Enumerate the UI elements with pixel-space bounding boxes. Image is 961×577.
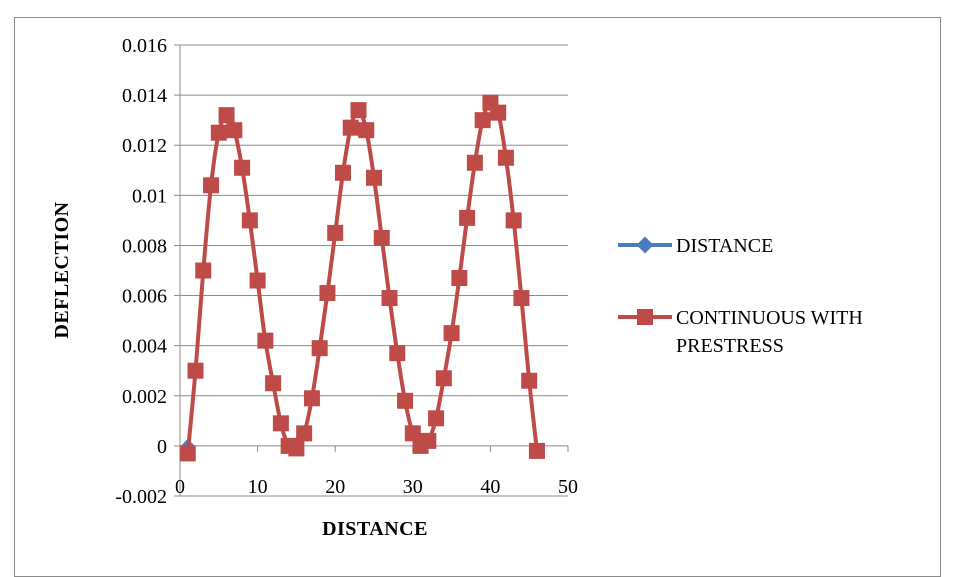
data-point-square bbox=[420, 432, 437, 449]
data-point-square bbox=[187, 362, 204, 379]
axes bbox=[179, 45, 569, 496]
data-point-square bbox=[435, 370, 452, 387]
legend-label-prestress-line1: CONTINUOUS WITH bbox=[676, 307, 863, 329]
data-point-square bbox=[327, 224, 344, 241]
x-tick-label: 20 bbox=[325, 476, 345, 498]
data-point-square bbox=[521, 372, 538, 389]
legend-label-prestress-line2: PRESTRESS bbox=[676, 335, 784, 357]
data-point-square bbox=[218, 107, 235, 124]
legend-marker-prestress bbox=[637, 309, 653, 325]
legend-item-distance: DISTANCE bbox=[618, 235, 773, 257]
data-point-square bbox=[528, 442, 545, 459]
x-tick-label: 50 bbox=[558, 476, 578, 498]
y-axis-title: DEFLECTION bbox=[51, 201, 73, 338]
data-point-square bbox=[210, 124, 227, 141]
data-point-square bbox=[319, 285, 336, 302]
data-point-square bbox=[257, 332, 274, 349]
data-point-square bbox=[195, 262, 212, 279]
data-point-square bbox=[443, 325, 460, 342]
data-point-square bbox=[497, 149, 514, 166]
series-layer bbox=[179, 94, 545, 462]
series-line-1 bbox=[185, 100, 539, 454]
y-tick-label: -0.002 bbox=[115, 486, 167, 508]
data-point-square bbox=[288, 440, 305, 457]
data-point-square bbox=[350, 102, 367, 119]
data-point-square bbox=[226, 122, 243, 139]
data-point-square bbox=[265, 375, 282, 392]
y-tick-labels: -0.002 0 0.002 0.004 0.006 0.008 0.01 0.012 0.01… bbox=[115, 35, 167, 508]
x-tick-labels: 0 10 20 30 40 50 bbox=[175, 476, 578, 498]
y-tick-label: 0.012 bbox=[122, 135, 167, 157]
data-point-square bbox=[459, 209, 476, 226]
line-chart: -0.002 0 0.002 0.004 0.006 0.008 0.01 0.012 0.01… bbox=[51, 35, 863, 540]
y-tick-label: 0 bbox=[157, 436, 167, 458]
data-point-square bbox=[234, 159, 251, 176]
data-point-square bbox=[466, 154, 483, 171]
data-point-square bbox=[404, 425, 421, 442]
data-point-square bbox=[373, 229, 390, 246]
data-point-square bbox=[490, 104, 507, 121]
data-point-square bbox=[272, 415, 289, 432]
x-tick-label: 10 bbox=[248, 476, 268, 498]
legend-label-distance: DISTANCE bbox=[676, 235, 773, 257]
data-point-square bbox=[358, 122, 375, 139]
y-tick-label: 0.008 bbox=[122, 235, 167, 257]
data-point-square bbox=[474, 112, 491, 129]
chart-frame bbox=[14, 17, 941, 577]
series-1 bbox=[179, 94, 545, 462]
y-tick-label: 0.004 bbox=[122, 336, 167, 358]
data-point-square bbox=[397, 392, 414, 409]
data-point-square bbox=[179, 445, 196, 462]
data-point-square bbox=[342, 119, 359, 136]
data-point-square bbox=[389, 345, 406, 362]
data-point-square bbox=[303, 390, 320, 407]
data-point-square bbox=[311, 340, 328, 357]
data-point-square bbox=[296, 425, 313, 442]
data-point-square bbox=[451, 270, 468, 287]
y-tick-label: 0.002 bbox=[122, 386, 167, 408]
legend-marker-distance bbox=[636, 236, 654, 254]
x-tick-label: 30 bbox=[403, 476, 423, 498]
legend: DISTANCE CONTINUOUS WITH PRESTRESS bbox=[618, 235, 863, 357]
data-point-square bbox=[203, 177, 220, 194]
y-tick-label: 0.016 bbox=[122, 35, 167, 57]
x-tick-label: 40 bbox=[480, 476, 500, 498]
data-point-square bbox=[513, 290, 530, 307]
data-point-square bbox=[381, 290, 398, 307]
data-point-square bbox=[505, 212, 522, 229]
data-point-square bbox=[249, 272, 266, 289]
data-point-square bbox=[334, 164, 351, 181]
data-point-square bbox=[366, 169, 382, 186]
y-tick-label: 0.014 bbox=[122, 85, 167, 107]
y-tick-label: 0.006 bbox=[122, 286, 167, 308]
y-tick-label: 0.01 bbox=[132, 185, 167, 207]
data-point-square bbox=[428, 410, 445, 427]
x-axis-title: DISTANCE bbox=[322, 518, 428, 540]
legend-item-continuous-with-prestress: CONTINUOUS WITH PRESTRESS bbox=[618, 307, 863, 357]
x-tick-label: 0 bbox=[175, 476, 185, 498]
data-point-square bbox=[241, 212, 258, 229]
